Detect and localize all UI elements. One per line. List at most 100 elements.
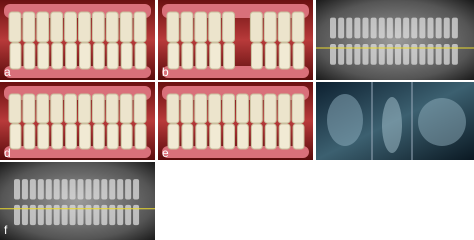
xray-tooth bbox=[29, 179, 36, 200]
xray-tooth bbox=[85, 204, 92, 226]
xray-tooth bbox=[362, 44, 369, 65]
xray-tooth bbox=[411, 17, 418, 39]
xray-tooth bbox=[93, 204, 100, 226]
lower-tooth bbox=[92, 42, 105, 70]
xray-tooth bbox=[346, 17, 353, 39]
cbct-structure bbox=[327, 94, 363, 146]
upper-tooth bbox=[133, 11, 147, 43]
panoramic-xray bbox=[316, 0, 474, 80]
xray-tooth bbox=[411, 44, 418, 65]
xray-tooth bbox=[427, 17, 434, 39]
lower-tooth bbox=[181, 123, 194, 150]
lower-tooth bbox=[65, 42, 77, 70]
intraoral-photos bbox=[0, 0, 313, 160]
lower-tooth bbox=[195, 123, 208, 150]
upper-tooth bbox=[236, 93, 249, 124]
lower-tooth bbox=[120, 123, 133, 150]
lower-tooth bbox=[167, 42, 180, 70]
panel-label: e bbox=[162, 146, 169, 160]
upper-tooth bbox=[291, 93, 305, 124]
upper-tooth bbox=[22, 11, 36, 43]
xray-tooth bbox=[403, 44, 410, 65]
lower-tooth bbox=[9, 42, 22, 70]
xray-tooth bbox=[370, 17, 377, 39]
xray-tooth bbox=[61, 204, 68, 226]
xray-tooth bbox=[14, 204, 20, 226]
xray-tooth bbox=[133, 179, 140, 200]
xray-tooth bbox=[77, 179, 84, 200]
upper-tooth bbox=[78, 93, 91, 124]
upper-tooth bbox=[133, 93, 147, 124]
upper-tooth bbox=[8, 11, 22, 43]
lower-tooth bbox=[292, 42, 305, 70]
lower-tooth bbox=[51, 123, 64, 150]
cbct-structure bbox=[382, 97, 402, 153]
upper-tooth bbox=[36, 11, 50, 43]
xray-tooth bbox=[362, 17, 369, 39]
xray-tooth bbox=[69, 179, 76, 200]
xray-tooth bbox=[29, 204, 36, 226]
lower-tooth bbox=[37, 123, 50, 150]
lower-tooth bbox=[23, 123, 36, 150]
xray-tooth bbox=[109, 179, 116, 200]
xray-tooth bbox=[45, 204, 52, 226]
xray-tooth bbox=[21, 204, 28, 226]
upper-tooth bbox=[105, 93, 119, 124]
lower-tooth bbox=[264, 123, 277, 150]
lower-tooth bbox=[278, 42, 291, 70]
lower-tooth bbox=[195, 42, 208, 70]
xray-tooth bbox=[338, 17, 345, 39]
upper-tooth bbox=[249, 11, 263, 43]
lower-tooth bbox=[209, 42, 222, 70]
xray-tooth bbox=[354, 44, 361, 65]
upper-tooth bbox=[166, 93, 180, 124]
upper-tooth bbox=[119, 11, 133, 43]
lower-tooth bbox=[209, 123, 222, 150]
lower-tooth bbox=[9, 123, 22, 150]
xray-tooth bbox=[338, 44, 345, 65]
upper-tooth bbox=[36, 93, 50, 124]
xray-tooth bbox=[443, 17, 450, 39]
upper-tooth bbox=[222, 11, 236, 43]
xray-tooth bbox=[386, 17, 393, 39]
xray-tooth bbox=[53, 204, 60, 226]
upper-tooth bbox=[208, 11, 222, 43]
lower-tooth bbox=[278, 123, 291, 150]
panel-label: b bbox=[162, 65, 169, 79]
panel-label: d bbox=[4, 146, 11, 160]
upper-tooth bbox=[50, 93, 64, 124]
panel-label: a bbox=[4, 65, 11, 79]
xray-tooth bbox=[125, 179, 132, 200]
xray-tooth bbox=[451, 17, 458, 39]
xray-tooth bbox=[403, 17, 410, 39]
xray-tooth bbox=[435, 17, 442, 39]
xray-tooth bbox=[370, 44, 377, 65]
xray-tooth bbox=[435, 44, 442, 65]
xray-tooth bbox=[21, 179, 28, 200]
xray-tooth bbox=[133, 204, 140, 226]
lower-tooth bbox=[79, 42, 91, 70]
upper-tooth bbox=[91, 11, 105, 43]
upper-tooth bbox=[91, 93, 105, 124]
xray-tooth bbox=[101, 179, 108, 200]
xray-tooth bbox=[354, 17, 361, 39]
xray-tooth bbox=[395, 44, 401, 65]
xray-tooth bbox=[14, 179, 20, 200]
upper-tooth bbox=[180, 11, 194, 43]
xray-tooth bbox=[117, 179, 124, 200]
xray-tooth bbox=[330, 17, 336, 39]
upper-tooth bbox=[64, 93, 77, 124]
upper-tooth bbox=[249, 93, 263, 124]
xray-tooth bbox=[37, 204, 44, 226]
lower-tooth bbox=[106, 42, 119, 70]
lower-tooth bbox=[134, 123, 147, 150]
lower-tooth bbox=[92, 123, 105, 150]
xray-tooth bbox=[378, 17, 385, 39]
lower-tooth bbox=[65, 123, 77, 150]
xray-tooth bbox=[61, 179, 68, 200]
upper-tooth bbox=[180, 93, 194, 124]
upper-tooth bbox=[291, 11, 305, 43]
lower-tooth bbox=[292, 123, 305, 150]
lower-tooth bbox=[167, 123, 180, 150]
